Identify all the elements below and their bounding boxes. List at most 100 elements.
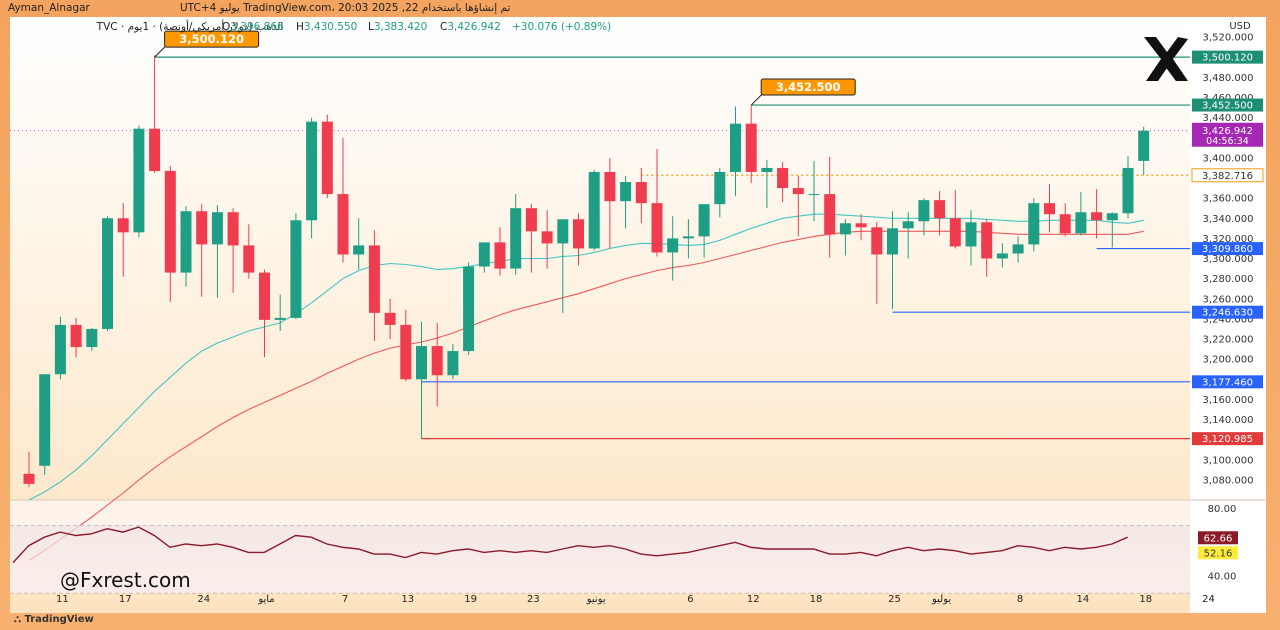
candle-up: [463, 262, 475, 356]
legend-low: 3,383.420: [374, 21, 427, 33]
candle-body: [227, 212, 239, 246]
candle-down: [1044, 184, 1055, 233]
candle-body: [416, 346, 427, 380]
candle-body: [447, 351, 459, 376]
candle-down: [70, 317, 82, 358]
x-tick-label: 18: [1139, 594, 1152, 605]
x-tick-label: 24: [1202, 594, 1215, 605]
published-info: تم إنشاؤها باستخدام TradingView.com، 20:…: [180, 2, 511, 14]
price-tags: 3,500.120 3,452.500 3,382.716 3,309.860 3,24…: [1191, 50, 1264, 446]
candle-up: [510, 194, 522, 275]
candle-up: [588, 169, 600, 251]
current-price-box: [1192, 122, 1263, 147]
candle-up: [902, 212, 914, 259]
legend-high-label: H: [296, 21, 304, 33]
callout-box: [760, 78, 856, 96]
candle-down: [23, 451, 35, 487]
candle-body: [761, 167, 773, 172]
price-chart[interactable]: 3,520.0003,500.0003,480.0003,460.0003,44…: [0, 17, 1280, 613]
candle-up: [918, 198, 930, 236]
y-tick-label: 3,200.000: [1203, 355, 1254, 366]
level-lines: [10, 56, 1190, 440]
rsi-ma-box: [1198, 546, 1238, 560]
candle-body: [337, 194, 349, 255]
y-tick-label: 3,520.000: [1203, 33, 1254, 44]
candle-body: [133, 128, 145, 233]
level-tag-box: [1192, 98, 1263, 112]
candle-up: [698, 204, 710, 258]
candle-down: [494, 227, 506, 276]
x-tick-label: 12: [747, 594, 760, 605]
candle-up: [86, 327, 98, 352]
candle-down: [384, 298, 396, 339]
y-tick-label: 3,260.000: [1203, 294, 1254, 305]
candle-body: [981, 222, 993, 259]
candle-body: [682, 236, 694, 239]
x-tick-label: 14: [1077, 594, 1090, 605]
candle-body: [1044, 203, 1055, 215]
level-tag: 3,246.630: [1192, 305, 1263, 319]
candle-up: [887, 211, 898, 309]
price-callout: 3,500.120: [154, 30, 260, 58]
callout-label: 3,452.500: [776, 80, 841, 94]
candle-up: [416, 321, 427, 439]
y-tick-label: 3,100.000: [1203, 455, 1254, 466]
candle-up: [1122, 155, 1134, 219]
svg-text:+30.076 (+0.89%): +30.076 (+0.89%): [512, 21, 611, 33]
candle-body: [400, 324, 412, 380]
candle-body: [714, 171, 726, 205]
candle-body: [259, 272, 270, 320]
current-price-value: 3,426.942: [1202, 126, 1253, 137]
time-axis[interactable]: 11 17 24 مايو 7 13 19 23 يونيو 6 12 18 25 يوليو 8 14 18 2…: [56, 594, 1215, 605]
candle-up: [1075, 192, 1087, 236]
candle-up: [1028, 198, 1040, 252]
y-tick-label: 3,280.000: [1203, 274, 1254, 285]
x-tick-label: يونيو: [586, 594, 606, 605]
candle-up: [620, 175, 632, 229]
callout-box: [164, 30, 260, 48]
candle-down: [227, 208, 239, 293]
svg-text:L3,383.420: L3,383.420: [368, 21, 427, 33]
candle-body: [431, 346, 443, 376]
candle-up: [1138, 126, 1150, 175]
bottom-bar: ⛬ TradingView: [0, 612, 1280, 630]
level-tag: 3,500.120: [1192, 50, 1263, 64]
x-tick-label: 7: [342, 594, 348, 605]
rsi-ma-label: 52.16: [1204, 548, 1233, 559]
currency-label: USD: [1229, 21, 1251, 32]
level-tag-box: [1192, 375, 1263, 389]
candle-body: [321, 121, 333, 195]
rsi-tick-label: 40.00: [1208, 572, 1237, 583]
candle-body: [290, 220, 302, 318]
candle-body: [306, 121, 318, 221]
candle-up: [714, 167, 726, 218]
candle-body: [855, 223, 867, 228]
legend-close-label: C: [440, 21, 447, 33]
x-tick-label: 19: [464, 594, 477, 605]
level-tag-box: [1192, 432, 1263, 446]
candles: [23, 55, 1150, 487]
candle-up: [180, 206, 192, 287]
level-tag: 3,382.716: [1191, 168, 1264, 183]
rsi-pane: 80.00 40.00 62.66 52.16: [10, 504, 1238, 594]
candle-body: [934, 200, 946, 219]
candle-up: [290, 213, 302, 319]
candle-up: [478, 242, 490, 273]
candle-body: [39, 374, 51, 466]
candle-up: [761, 159, 773, 209]
candle-up: [808, 160, 820, 222]
x-tick-label: 24: [197, 594, 210, 605]
candle-body: [965, 222, 977, 247]
legend-open-label: O: [222, 21, 230, 33]
y-tick-label: 3,340.000: [1203, 214, 1254, 225]
candle-body: [149, 128, 161, 171]
candle-up: [133, 125, 145, 238]
candle-down: [934, 191, 946, 236]
candle-body: [777, 167, 789, 189]
candle-body: [824, 194, 836, 235]
legend-close: 3,426.942: [447, 21, 500, 33]
candle-body: [996, 253, 1008, 259]
x-tick-label: 23: [527, 594, 540, 605]
x-tick-label: 25: [888, 594, 901, 605]
